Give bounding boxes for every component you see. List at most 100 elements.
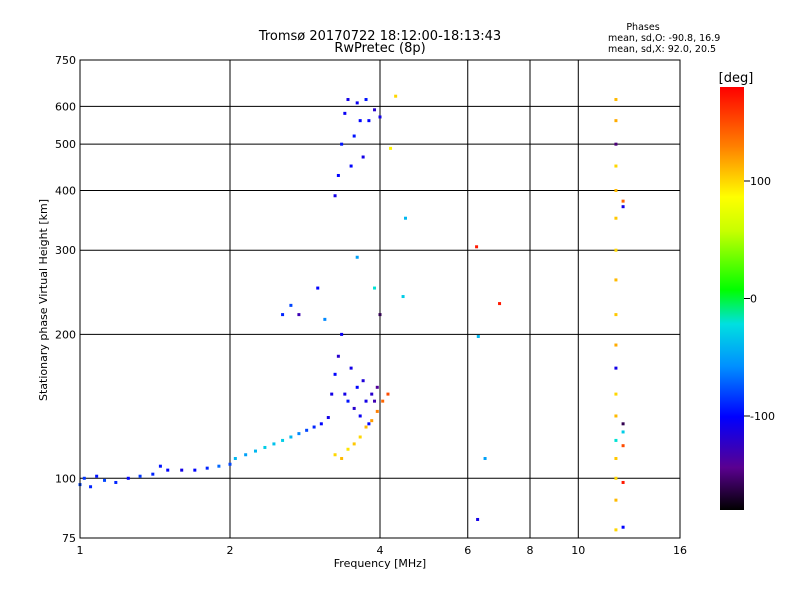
data-point: [253, 449, 257, 453]
data-point: [364, 399, 368, 403]
data-point: [361, 379, 365, 383]
data-point: [614, 248, 618, 252]
x-tick-label: 8: [527, 544, 534, 557]
data-point: [373, 108, 377, 112]
data-point: [375, 385, 379, 389]
data-point: [614, 164, 618, 168]
data-point: [621, 525, 625, 529]
data-point: [333, 194, 337, 198]
data-point: [614, 313, 618, 317]
data-point: [343, 392, 347, 396]
data-point: [370, 419, 374, 423]
colorbar-tick-label: -100: [750, 410, 775, 423]
data-point: [126, 476, 130, 480]
data-point: [498, 302, 502, 306]
data-point: [352, 442, 356, 446]
data-point: [89, 485, 93, 489]
data-point: [326, 416, 330, 420]
data-point: [233, 456, 237, 460]
y-tick-label: 200: [55, 328, 76, 341]
data-point: [621, 422, 625, 426]
data-point: [378, 313, 382, 317]
data-point: [336, 173, 340, 177]
data-point: [333, 453, 337, 457]
data-point: [346, 399, 350, 403]
data-point: [289, 435, 293, 439]
data-point: [346, 447, 350, 451]
data-point: [217, 464, 221, 468]
data-point: [614, 456, 618, 460]
x-tick-label: 2: [227, 544, 234, 557]
data-point: [367, 119, 371, 123]
phases-heading: Phases: [626, 22, 659, 33]
x-tick-label: 16: [673, 544, 687, 557]
data-point: [614, 278, 618, 282]
data-point: [180, 468, 184, 472]
axis-ticks: 1 2 4 6 8 10 16 75 100 200 300 400 500 600 750: [55, 54, 687, 557]
data-point: [403, 216, 407, 220]
data-point: [289, 303, 293, 307]
data-point: [389, 146, 393, 150]
data-point: [358, 435, 362, 439]
data-point: [355, 385, 359, 389]
data-point: [614, 476, 618, 480]
data-point: [355, 255, 359, 259]
data-point: [614, 392, 618, 396]
y-tick-label: 100: [55, 472, 76, 485]
data-point: [297, 432, 301, 436]
x-tick-label: 4: [377, 544, 384, 557]
data-point: [330, 392, 334, 396]
data-point: [614, 343, 618, 347]
y-axis-title: Stationary phase Virtual Height [km]: [37, 199, 50, 401]
y-tick-label: 600: [55, 100, 76, 113]
data-point: [358, 414, 362, 418]
data-point: [158, 464, 162, 468]
data-points: [78, 94, 625, 532]
data-point: [621, 205, 625, 209]
data-point: [312, 425, 316, 429]
data-point: [340, 332, 344, 336]
phases-o-stats: mean, sd,O: -90.8, 16.9: [608, 33, 720, 44]
data-point: [614, 438, 618, 442]
colorbar-ticks: 100 0 -100: [744, 175, 775, 423]
data-point: [375, 409, 379, 413]
data-point: [476, 517, 480, 521]
data-point: [614, 188, 618, 192]
grid-lines: [80, 60, 680, 538]
data-point: [151, 472, 155, 476]
chart-subtitle: RwPretec (8p): [334, 41, 425, 56]
data-point: [340, 456, 344, 460]
data-point: [355, 101, 359, 105]
data-point: [364, 98, 368, 102]
data-point: [82, 476, 86, 480]
colorbar: [720, 87, 744, 510]
colorbar-tick-label: 100: [750, 175, 771, 188]
data-point: [349, 164, 353, 168]
data-point: [193, 468, 197, 472]
data-point: [336, 354, 340, 358]
data-point: [621, 199, 625, 203]
data-point: [614, 98, 618, 102]
data-point: [272, 442, 276, 446]
data-point: [281, 438, 285, 442]
data-point: [381, 399, 385, 403]
data-point: [378, 115, 382, 119]
data-point: [352, 134, 356, 138]
chart-title: Tromsø 20170722 18:12:00-18:13:43: [258, 29, 501, 44]
data-point: [319, 422, 323, 426]
x-tick-label: 6: [464, 544, 471, 557]
data-point: [95, 474, 99, 478]
data-point: [483, 456, 487, 460]
y-tick-label: 500: [55, 138, 76, 151]
data-point: [316, 286, 320, 290]
data-point: [386, 392, 390, 396]
data-point: [621, 480, 625, 484]
data-point: [614, 142, 618, 146]
data-point: [614, 119, 618, 123]
data-point: [614, 414, 618, 418]
data-point: [297, 313, 301, 317]
x-tick-label: 10: [571, 544, 585, 557]
y-tick-label: 75: [62, 532, 76, 545]
data-point: [373, 286, 377, 290]
